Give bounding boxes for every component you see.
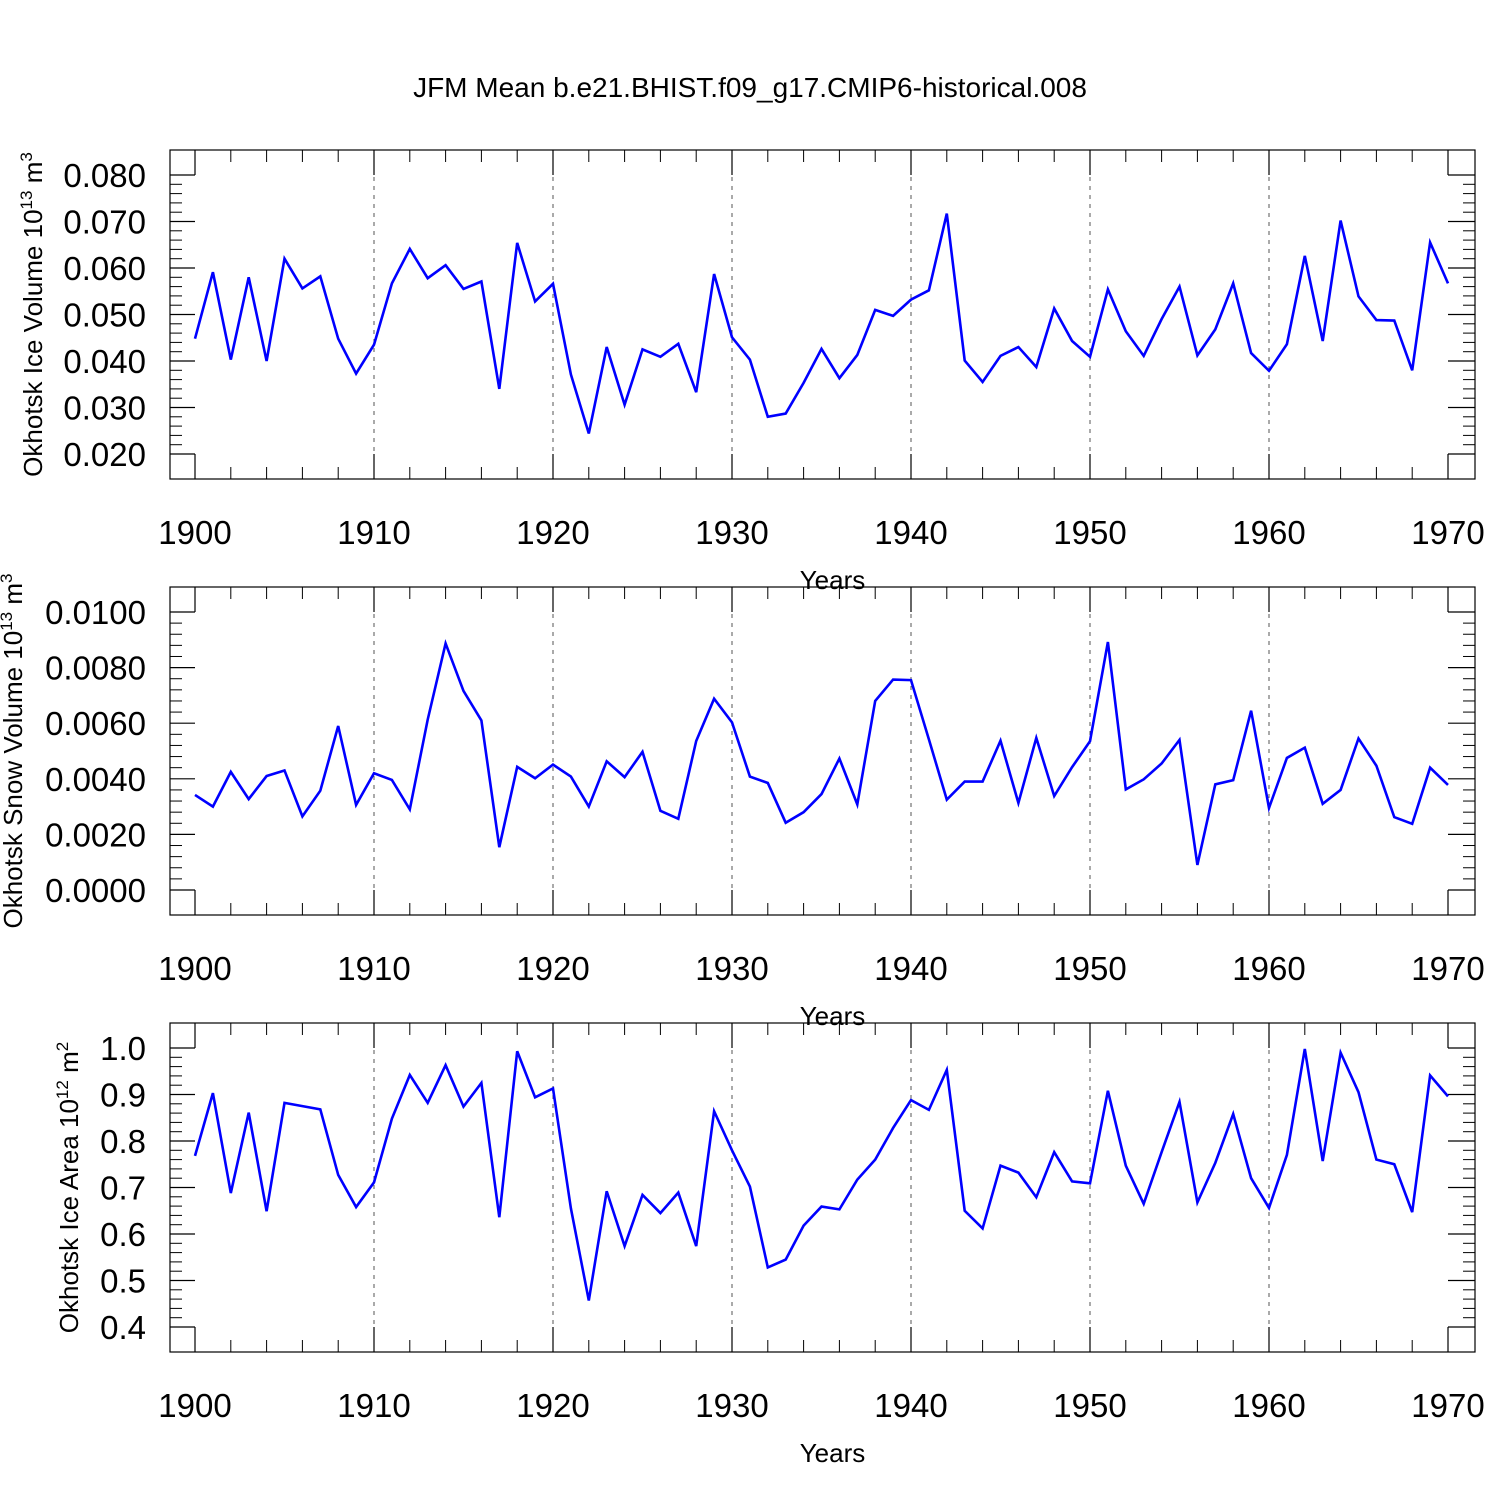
series-line [193,213,1450,434]
y-axis-label-part: m [18,162,48,191]
x-tick-label: 1910 [337,1387,410,1424]
y-tick-label: 0.0080 [45,650,146,687]
x-tick-label: 1950 [1053,950,1126,987]
x-tick-label: 1940 [874,1387,947,1424]
y-axis-label: Okhotsk Ice Area 1012 m2 [53,1042,84,1333]
x-tick-label: 1970 [1411,950,1484,987]
x-tick-label: 1910 [337,950,410,987]
y-axis-label-part: Okhotsk Ice Volume 10 [18,209,48,476]
y-axis-label-part: m [54,1051,84,1080]
x-tick-label: 1960 [1232,950,1305,987]
x-tick-label: 1920 [516,1387,589,1424]
x-tick-label: 1930 [695,514,768,551]
chart-panel-3: 0.4 0.5 0.6 0.7 0.8 0.9 1.0 1900 1910 1920 1930 194… [53,1022,1485,1468]
y-axis-label-part: Okhotsk Snow Volume 10 [0,631,28,929]
y-tick-label: 0.080 [63,157,146,194]
series-line [194,638,1449,866]
y-axis-label-part: m [0,583,28,612]
plot-frame [169,1022,1476,1353]
x-tick-label: 1920 [516,514,589,551]
x-tick-label: 1930 [695,950,768,987]
x-tick-label: 1940 [874,514,947,551]
x-tick-label: 1970 [1411,514,1484,551]
chart-panel-1: 0.020 0.030 0.040 0.050 0.060 0.070 0.080 1900 1… [17,149,1485,595]
plot-frame [169,586,1476,916]
y-axis-label-part: 2 [53,1042,72,1051]
y-axis-label: Okhotsk Ice Volume 1013 m3 [17,152,48,477]
series-line [193,1048,1449,1301]
y-tick-label: 0.070 [63,204,146,241]
y-axis-label-part: 12 [53,1080,72,1099]
y-tick-label: 0.050 [63,297,146,334]
x-tick-label: 1900 [158,1387,231,1424]
y-tick-label: 0.0040 [45,761,146,798]
y-tick-label: 0.060 [63,250,146,287]
x-tick-label: 1960 [1232,514,1305,551]
x-axis-label: Years [800,1001,866,1031]
plot-frame [169,149,1476,480]
y-tick-label: 0.0060 [45,705,146,742]
y-tick-label: 0.8 [100,1123,146,1160]
y-tick-label: 0.020 [63,436,146,473]
y-tick-label: 0.0100 [45,594,146,631]
y-tick-label: 0.5 [100,1263,146,1300]
y-tick-label: 0.0020 [45,816,146,853]
x-tick-label: 1910 [337,514,410,551]
x-tick-label: 1950 [1053,1387,1126,1424]
y-tick-label: 0.7 [100,1170,146,1207]
chart-panel-2: 0.0000 0.0020 0.0040 0.0060 0.0080 0.0100 1900… [0,574,1485,1032]
x-axis-label: Years [800,565,866,595]
x-tick-label: 1930 [695,1387,768,1424]
y-tick-label: 0.9 [100,1077,146,1114]
y-axis-label-part: 13 [17,191,36,210]
x-tick-label: 1960 [1232,1387,1305,1424]
y-axis-label-part: 13 [0,612,16,631]
y-tick-label: 0.030 [63,390,146,427]
page-title: JFM Mean b.e21.BHIST.f09_g17.CMIP6-histo… [413,72,1087,103]
y-axis-label: Okhotsk Snow Volume 1013 m3 [0,574,28,929]
y-axis-label-part: 3 [17,152,36,161]
y-tick-label: 0.040 [63,343,146,380]
x-tick-label: 1950 [1053,514,1126,551]
x-tick-label: 1900 [158,950,231,987]
x-tick-label: 1920 [516,950,589,987]
y-tick-label: 1.0 [100,1030,146,1067]
x-axis-label: Years [800,1438,866,1468]
y-tick-label: 0.0000 [45,872,146,909]
x-tick-label: 1900 [158,514,231,551]
y-tick-label: 0.4 [100,1309,146,1346]
y-tick-label: 0.6 [100,1216,146,1253]
x-tick-label: 1970 [1411,1387,1484,1424]
y-axis-label-part: 3 [0,574,16,583]
x-tick-label: 1940 [874,950,947,987]
y-axis-label-part: Okhotsk Ice Area 10 [54,1099,84,1333]
